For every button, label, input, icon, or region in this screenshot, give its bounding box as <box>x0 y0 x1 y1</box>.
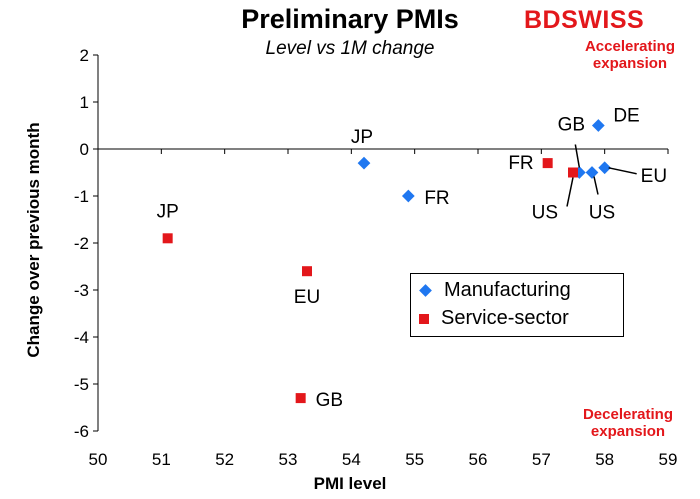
y-tick-label: -5 <box>74 375 89 394</box>
data-label-manufacturing-gb: GB <box>558 115 585 136</box>
point-service-fr <box>542 158 553 169</box>
data-label-service-fr: FR <box>508 153 533 174</box>
annotation-accelerating: Accelerating expansion <box>584 38 676 72</box>
y-tick-label: -2 <box>74 234 89 253</box>
legend-item-service: Service-sector <box>419 307 569 330</box>
x-tick-label: 57 <box>532 450 551 469</box>
x-tick-label: 58 <box>595 450 614 469</box>
point-manufacturing-us <box>585 166 599 179</box>
legend: Manufacturing Service-sector <box>410 273 624 337</box>
point-service-eu <box>302 266 312 277</box>
data-label-manufacturing-fr: FR <box>424 188 449 209</box>
data-label-manufacturing-eu: EU <box>641 166 667 187</box>
point-service-gb <box>295 393 306 404</box>
y-tick-label: 2 <box>80 46 89 65</box>
x-tick-label: 51 <box>152 450 171 469</box>
x-tick-label: 55 <box>405 450 424 469</box>
data-label-service-gb: GB <box>316 390 343 411</box>
x-tick-label: 53 <box>279 450 298 469</box>
point-manufacturing-fr <box>401 189 415 203</box>
brand-logo: BDSWISS <box>524 6 645 34</box>
chart-subtitle: Level vs 1M change <box>265 38 435 59</box>
chart-title: Preliminary PMIs <box>241 4 459 34</box>
x-tick-label: 56 <box>469 450 488 469</box>
data-label-service-eu: EU <box>294 287 320 308</box>
data-label-manufacturing-jp: JP <box>351 127 373 148</box>
point-service-jp <box>162 233 173 244</box>
legend-marker-service <box>419 313 429 324</box>
x-tick-label: 50 <box>89 450 108 469</box>
leader-line-manufacturing-eu <box>608 167 637 175</box>
y-tick-label: -1 <box>74 187 89 206</box>
legend-label-service: Service-sector <box>441 307 569 329</box>
point-manufacturing-de <box>591 119 605 132</box>
y-tick-label: -3 <box>74 281 89 300</box>
legend-marker-manufacturing <box>419 284 432 298</box>
legend-item-manufacturing: Manufacturing <box>419 279 571 302</box>
y-tick-label: -4 <box>74 328 89 347</box>
annotation-decelerating: Decelerating expansion <box>582 406 674 440</box>
data-label-manufacturing-us: US <box>589 203 615 224</box>
leader-line-manufacturing-gb <box>574 144 581 168</box>
data-label-service-us: US <box>532 203 558 224</box>
y-tick-label: 0 <box>80 140 89 159</box>
x-tick-label: 52 <box>215 450 234 469</box>
data-label-service-jp: JP <box>157 201 179 222</box>
x-tick-label: 59 <box>659 450 678 469</box>
leader-line-service-us <box>566 177 574 207</box>
point-manufacturing-jp <box>357 156 371 170</box>
point-service-us <box>568 167 578 178</box>
y-tick-label: 1 <box>80 93 89 112</box>
legend-label-manufacturing: Manufacturing <box>444 279 571 301</box>
y-axis-label: Change over previous month <box>24 122 43 358</box>
data-label-manufacturing-de: DE <box>613 106 639 127</box>
leader-line-manufacturing-us <box>593 176 599 195</box>
x-axis-label: PMI level <box>313 474 387 493</box>
x-tick-label: 54 <box>342 450 361 469</box>
y-tick-label: -6 <box>74 422 89 441</box>
